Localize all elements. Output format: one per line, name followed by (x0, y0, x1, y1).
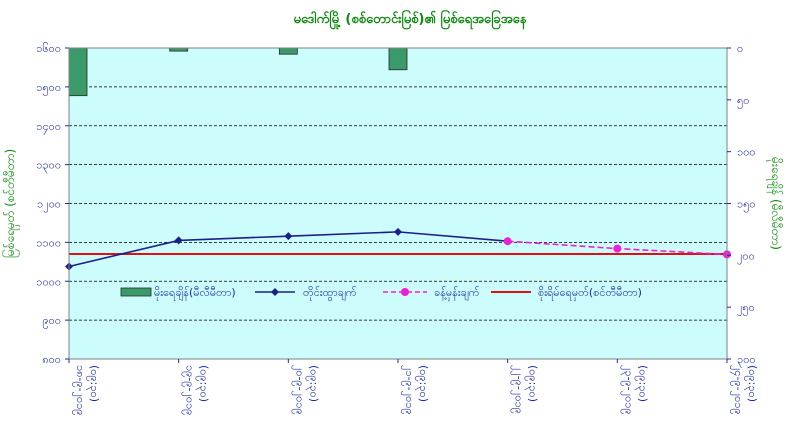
right-tick-label: ၃၀၀ (737, 353, 756, 368)
chart-title: မဒေါက်မြို့ (စစ်တောင်းမြစ်)၏ မြစ်ရေအခြေအ… (294, 9, 528, 30)
left-axis-label: မြစ်ရေမှတ် (စင်တီမီတာ) (1, 149, 20, 258)
left-tick-label: ၁၅၀၀ (36, 81, 61, 96)
forecast-point (613, 244, 622, 253)
left-tick-label: ၈၀၀ (42, 353, 61, 366)
legend-marker-observed (271, 288, 279, 296)
x-tick-label: ၂၄-၉-၂၀၁၉(၀၉:၃၀) (730, 365, 759, 415)
rainfall-bar (278, 47, 298, 55)
x-tick-label: ၂၁-၉-၂၀၁၉(၀၉:၃၀) (401, 365, 430, 415)
x-tick-label: ၂၀-၉-၂၀၁၉(၀၉:၃၀) (291, 365, 320, 415)
x-tick-label: ၂၂-၉-၂၀၁၉(၀၉:၃၀) (511, 365, 540, 414)
left-axis-ticks: ၈၀၀ ၉၀၀ ၁၀၀၀ ၁၁၀၀ ၁၂၀၀ ၁၃၀၀ ၁၄၀၀ ၁၅၀၀ ၁၆၀၀ (36, 42, 69, 366)
legend: မိုးရေချိန်(မီလီမီတာ) တိုင်းထွာချက် ခန့်မှ… (120, 286, 642, 301)
rainfall-bars (68, 47, 408, 97)
left-tick-label: ၁၂၀၀ (37, 198, 61, 213)
x-tick-label: ၁၈-၉-၂၀၁၉(၀၉:၃၀) (72, 365, 101, 416)
rainfall-bar (388, 47, 408, 71)
right-tick-label: ၁၀၀ (737, 146, 756, 159)
series-lines (65, 227, 731, 271)
observed-point (174, 236, 183, 245)
x-tick-label: ၁၉-၉-၂၀၁၉(၀၉:၃၀) (182, 365, 211, 415)
left-tick-label: ၁၁၀၀ (36, 236, 61, 249)
legend-label: ခန့်မှန်းချက် (434, 286, 480, 301)
right-tick-label: ၂၅၀ (737, 301, 755, 316)
left-tick-label: ၁၆၀၀ (36, 42, 61, 55)
right-tick-label: ၁၅၀ (737, 198, 756, 213)
left-tick-label: ၁၀၀၀ (36, 275, 61, 288)
rainfall-bar (68, 47, 88, 97)
observed-point (284, 232, 293, 241)
left-tick-label: ၉၀၀ (42, 314, 61, 329)
right-tick-label: ၀ (737, 42, 743, 55)
left-tick-label: ၁၃၀၀ (36, 159, 61, 174)
left-tick-label: ၁၄၀၀ (36, 120, 61, 135)
legend-label: တိုင်းထွာချက် (303, 286, 357, 301)
observed-point (394, 227, 402, 236)
x-axis-ticks: ၁၈-၉-၂၀၁၉(၀၉:၃၀) ၁၉-၉-၂၀၁၉(၀၉:၃၀) ၂၀-၉-၂၀၁… (68, 359, 759, 416)
right-axis-label: မိုးရေချိန် (မီလီမီတာ) (766, 157, 784, 250)
legend-swatch-rainfall (120, 287, 152, 297)
x-tick-label: ၂၃-၉-၂၀၁၉(၀၉:၃၀) (620, 365, 649, 415)
legend-label: စိုးရိမ်ရေမှတ်(စင်တီမီတာ) (538, 286, 642, 301)
plot-area (69, 48, 727, 359)
legend-marker-forecast (401, 288, 409, 296)
right-tick-label: ၂၀၀ (737, 249, 755, 264)
legend-label: မိုးရေချိန်(မီလီမီတာ) (154, 286, 236, 301)
forecast-point (503, 237, 512, 246)
right-tick-label: ၅၀ (737, 94, 749, 109)
